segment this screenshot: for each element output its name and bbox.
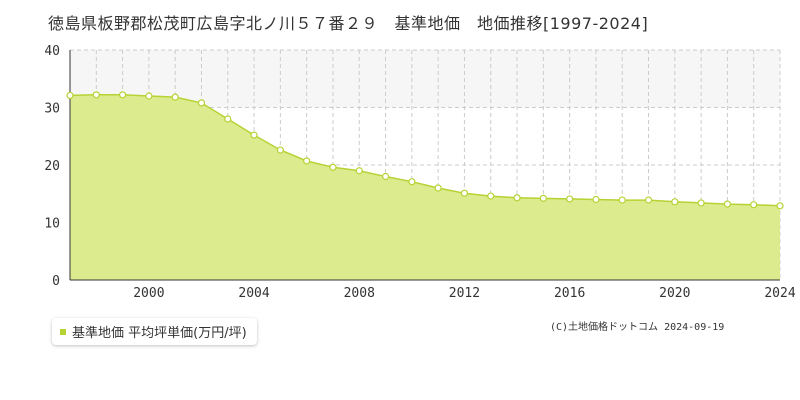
data-point-2017 bbox=[592, 195, 600, 204]
data-points bbox=[66, 91, 784, 210]
y-tick-label-0: 0 bbox=[52, 274, 60, 289]
data-point-2018 bbox=[618, 196, 626, 204]
data-point-2004 bbox=[250, 131, 258, 139]
data-point-1997 bbox=[66, 91, 74, 100]
legend-marker bbox=[60, 328, 66, 335]
tick-labels: 0 10 20 30 40 2000 2004 2008 2012 2016 2020 2024 bbox=[44, 44, 795, 301]
data-point-2002 bbox=[197, 99, 206, 107]
data-point-2001 bbox=[171, 93, 179, 101]
data-point-2021 bbox=[697, 199, 705, 207]
x-tick-label-2004: 2004 bbox=[238, 286, 269, 301]
data-point-2009 bbox=[381, 172, 390, 181]
data-point-2006 bbox=[303, 157, 311, 165]
x-tick-label-2000: 2000 bbox=[133, 286, 164, 301]
data-point-2015 bbox=[539, 194, 547, 202]
area-fill bbox=[70, 94, 780, 280]
legend: 基準地価 平均坪単価(万円/坪) bbox=[52, 318, 257, 345]
copyright-text: (C)土地価格ドットコム 2024-09-19 bbox=[550, 322, 725, 333]
data-point-2008 bbox=[355, 167, 363, 175]
x-tick-label-2008: 2008 bbox=[344, 286, 375, 301]
y-tick-label-20: 20 bbox=[44, 159, 60, 174]
x-tick-label-2024: 2024 bbox=[764, 286, 795, 301]
data-point-2000 bbox=[145, 92, 153, 100]
x-tick-label-2016: 2016 bbox=[554, 286, 585, 301]
data-point-2003 bbox=[224, 115, 232, 123]
y-tick-label-40: 40 bbox=[44, 44, 60, 59]
legend-label: 基準地価 平均坪単価(万円/坪) bbox=[72, 326, 247, 341]
data-point-2012 bbox=[460, 189, 469, 197]
x-tick-label-2020: 2020 bbox=[659, 286, 690, 301]
data-point-2014 bbox=[513, 194, 521, 202]
data-point-2023 bbox=[750, 201, 758, 209]
data-point-2011 bbox=[434, 184, 442, 192]
data-point-2024 bbox=[776, 202, 784, 210]
data-point-2019 bbox=[644, 196, 653, 204]
chart-title: 徳島県板野郡松茂町広島字北ノ川５７番２９ 基準地価 地価推移[1997-2024… bbox=[48, 14, 649, 33]
data-point-2007 bbox=[329, 163, 337, 171]
data-point-1999 bbox=[118, 91, 127, 99]
data-point-2013 bbox=[487, 192, 495, 200]
y-tick-label-10: 10 bbox=[44, 217, 60, 232]
data-point-2010 bbox=[408, 178, 416, 186]
y-tick-label-30: 30 bbox=[44, 102, 60, 117]
series-line bbox=[69, 94, 781, 207]
data-point-2005 bbox=[276, 146, 284, 154]
x-tick-label-2012: 2012 bbox=[449, 286, 480, 301]
data-point-2022 bbox=[723, 200, 732, 208]
axes bbox=[69, 50, 780, 281]
data-point-2016 bbox=[566, 195, 574, 203]
highlight-band bbox=[70, 50, 780, 108]
data-point-1998 bbox=[92, 91, 100, 99]
data-point-2020 bbox=[671, 198, 679, 206]
